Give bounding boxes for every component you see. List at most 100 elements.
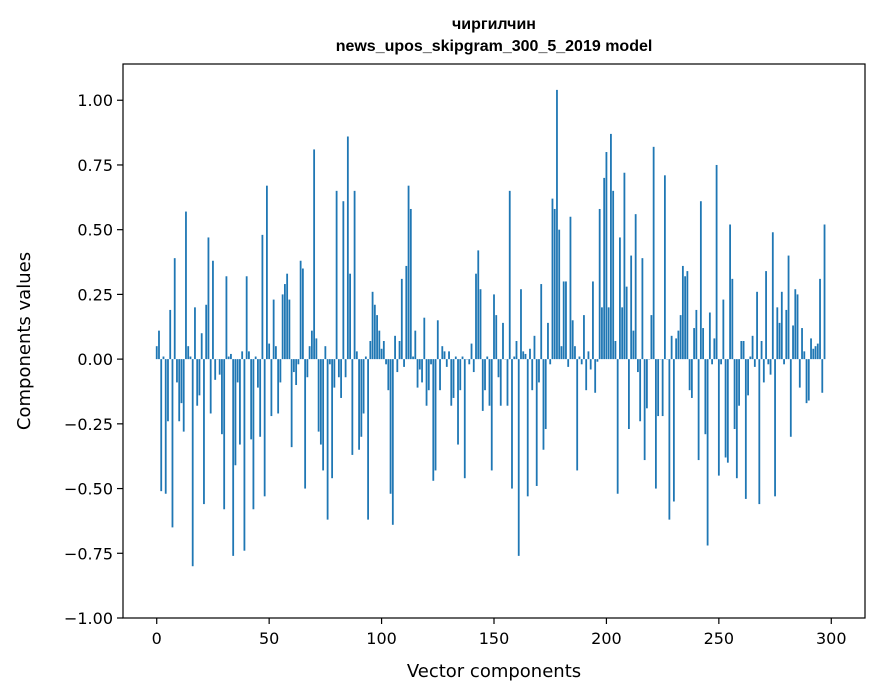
bar: [227, 356, 230, 360]
bar: [191, 359, 194, 567]
bar: [394, 335, 396, 360]
bar: [257, 359, 259, 388]
bar: [484, 359, 486, 391]
bar: [178, 359, 181, 422]
bar: [416, 359, 419, 388]
bar: [535, 359, 538, 486]
bar: [266, 185, 268, 360]
bar: [661, 359, 664, 417]
bar: [241, 351, 244, 360]
bar: [194, 307, 196, 360]
bar: [301, 268, 304, 360]
bar: [196, 359, 199, 406]
bar: [468, 359, 471, 365]
bar: [583, 315, 585, 360]
bar: [486, 356, 489, 360]
bar: [805, 359, 808, 404]
bar: [562, 281, 565, 360]
bar: [252, 359, 255, 510]
bar: [391, 359, 394, 525]
bar: [362, 359, 365, 414]
bar: [495, 315, 498, 360]
bar: [167, 359, 169, 422]
bar: [565, 281, 567, 360]
bar: [762, 359, 765, 383]
bar: [672, 359, 675, 502]
bar: [810, 338, 812, 360]
bar: [299, 260, 302, 360]
bar: [441, 346, 444, 360]
bar: [630, 255, 633, 360]
bar: [747, 359, 749, 396]
bar: [553, 208, 556, 360]
bar: [603, 177, 606, 360]
bar: [646, 359, 648, 409]
bar: [292, 359, 295, 373]
bar: [738, 359, 740, 406]
bar: [209, 359, 212, 414]
bar: [378, 330, 381, 360]
bar: [450, 359, 453, 406]
bar: [288, 299, 291, 360]
bar: [711, 359, 713, 365]
bar: [277, 359, 280, 414]
bar: [607, 307, 610, 360]
bar: [623, 172, 626, 360]
bar: [547, 322, 549, 360]
bar: [439, 359, 441, 391]
bar: [472, 359, 475, 373]
bar: [387, 359, 390, 391]
bar: [706, 359, 709, 546]
x-tick-label: 50: [259, 629, 279, 648]
bar: [317, 359, 320, 432]
bar: [328, 359, 331, 365]
bar: [587, 351, 590, 360]
bar: [313, 149, 316, 360]
bar: [331, 359, 334, 479]
y-tick-label: −0.75: [64, 544, 113, 563]
bar: [254, 356, 257, 360]
bar: [461, 356, 464, 360]
bar: [616, 359, 619, 494]
bar: [760, 341, 763, 360]
bar: [787, 255, 790, 360]
bar: [663, 175, 666, 360]
bar: [497, 359, 500, 378]
bar: [407, 185, 410, 360]
bar: [601, 307, 603, 360]
bar: [778, 322, 781, 360]
bar: [731, 278, 734, 360]
bar: [684, 276, 687, 360]
bar: [358, 359, 360, 450]
bar: [223, 359, 226, 510]
bar: [297, 359, 300, 365]
bar: [427, 359, 430, 391]
bar: [310, 330, 313, 360]
bar: [308, 346, 311, 360]
bar: [176, 359, 178, 383]
bar: [261, 234, 264, 360]
bar: [279, 359, 282, 383]
bar: [794, 289, 797, 360]
bar: [592, 281, 594, 360]
bar: [333, 359, 336, 388]
bar: [776, 307, 779, 360]
bar: [771, 232, 774, 360]
bar: [155, 346, 158, 360]
bar: [511, 359, 513, 489]
bar: [605, 152, 608, 360]
bar: [758, 359, 761, 505]
bar: [598, 208, 601, 360]
bar: [385, 359, 387, 365]
bar: [522, 351, 525, 360]
bar: [774, 359, 776, 497]
bar: [380, 348, 383, 360]
bar: [340, 359, 342, 398]
bar: [508, 190, 511, 360]
bar: [785, 309, 788, 360]
bar: [499, 359, 502, 406]
bar: [513, 356, 516, 360]
bar: [807, 359, 810, 401]
bar: [405, 265, 408, 360]
